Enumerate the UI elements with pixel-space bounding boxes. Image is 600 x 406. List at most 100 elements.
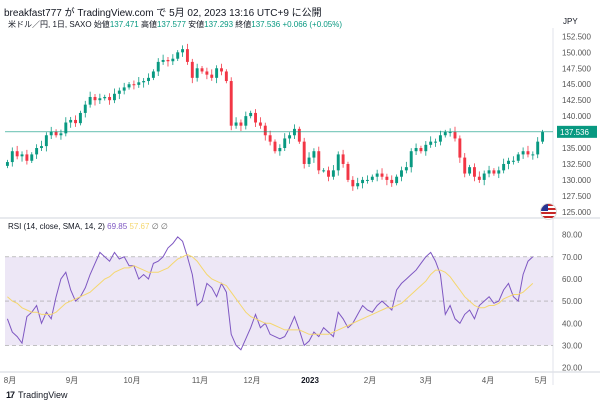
candle-body — [473, 167, 476, 177]
candle-body — [15, 151, 19, 157]
candle-body — [443, 132, 447, 136]
candle-body — [195, 68, 199, 78]
candle-body — [448, 132, 452, 134]
candle-body — [463, 157, 467, 174]
candle-body — [161, 59, 165, 62]
candle-body — [273, 141, 277, 152]
candle-body — [404, 167, 408, 171]
time-tick-label: 12月 — [244, 376, 261, 385]
candle-body — [453, 132, 457, 139]
rsi-tick-label: 20.00 — [562, 364, 583, 373]
candle-body — [249, 112, 253, 117]
candle-body — [278, 148, 282, 152]
candle-body — [380, 173, 384, 177]
candle-body — [200, 68, 204, 72]
candle-body — [185, 49, 189, 62]
candle-body — [224, 71, 228, 82]
price-tick-label: 150.000 — [562, 48, 591, 57]
candle-body — [541, 132, 545, 142]
price-tick-label: 147.500 — [562, 64, 591, 73]
time-tick-label: 5月 — [535, 376, 547, 385]
high-label: 高値 — [140, 20, 157, 29]
price-tick-label: 145.000 — [562, 80, 591, 89]
candle-body — [176, 52, 180, 59]
candle-body — [390, 179, 394, 184]
price-tick-label: 142.500 — [562, 96, 591, 105]
candle-body — [171, 58, 175, 62]
candle-body — [375, 173, 379, 177]
candle-body — [205, 71, 209, 75]
candle-body — [20, 154, 24, 157]
candle-body — [526, 151, 530, 155]
candle-body — [44, 135, 48, 147]
us-flag-icon — [540, 203, 557, 220]
time-tick-label: 9月 — [66, 376, 78, 385]
rsi-tick-label: 60.00 — [562, 275, 583, 284]
candle-body — [536, 141, 540, 155]
rsi-tick-label: 40.00 — [562, 319, 583, 328]
candle-body — [521, 151, 525, 155]
price-tick-label: 140.000 — [562, 112, 591, 121]
candle-body — [365, 179, 369, 181]
candle-body — [147, 77, 150, 82]
candle-body — [54, 131, 58, 136]
candle-body — [351, 179, 355, 187]
candle-body — [477, 176, 481, 180]
candle-body — [5, 162, 9, 166]
candle-body — [288, 135, 292, 139]
rsi-tick-label: 50.00 — [562, 297, 583, 306]
candle-body — [370, 176, 374, 180]
candle-body — [312, 151, 316, 158]
close-label: 終値 — [235, 20, 252, 29]
candle-body — [93, 96, 97, 101]
symbol-label: 米ドル／円, 1日, SAXO — [8, 20, 92, 29]
candle-body — [497, 170, 501, 174]
price-tick-label: 130.000 — [562, 176, 591, 185]
candle-body — [234, 122, 238, 126]
open-label: 始値 — [93, 20, 110, 29]
candle-body — [327, 170, 330, 177]
candle-body — [142, 81, 146, 83]
price-tick-label: 132.500 — [562, 160, 591, 169]
time-tick-label: 4月 — [482, 376, 494, 385]
candle-body — [507, 160, 510, 164]
footer: 17 TradingView — [6, 390, 68, 400]
candle-body — [113, 93, 116, 101]
publish-header: breakfast777 が TradingView.com で 5月 02, … — [4, 8, 322, 19]
rsi-line — [6, 236, 534, 351]
candle-body — [166, 59, 170, 62]
candle-body — [283, 138, 287, 149]
candle-body — [244, 116, 248, 126]
candle-body — [25, 154, 29, 161]
candle-body — [511, 160, 515, 162]
candle-body — [322, 170, 326, 172]
candle-body — [215, 68, 219, 78]
candle-body — [263, 125, 267, 136]
candle-body — [419, 148, 423, 152]
candle-body — [132, 84, 136, 86]
candle-body — [414, 148, 418, 152]
candle-body — [516, 154, 520, 161]
time-tick-label: 11月 — [192, 376, 208, 385]
open-value: 137.471 — [109, 20, 139, 29]
candle-body — [502, 163, 506, 171]
candle-body — [361, 179, 365, 184]
candle-body — [492, 170, 496, 174]
candle-body — [254, 112, 257, 123]
time-tick-label: 2023 — [301, 376, 319, 385]
candle-body — [468, 167, 472, 174]
rsi-legend: RSI (14, close, SMA, 14, 2) 69.85 57.67 … — [8, 222, 168, 231]
candle-body — [74, 119, 77, 124]
candle-body — [487, 170, 491, 174]
candle-body — [458, 138, 462, 158]
time-tick-label: 2月 — [364, 376, 376, 385]
candle-body — [331, 170, 335, 177]
rsi-extra: ∅ ∅ — [151, 222, 168, 231]
rsi-tick-label: 70.00 — [562, 253, 583, 262]
candle-body — [395, 176, 399, 184]
candle-body — [49, 131, 53, 136]
price-tick-label: 125.000 — [562, 208, 591, 217]
candle-body — [385, 176, 389, 180]
rsi-tick-label: 80.00 — [562, 231, 583, 240]
